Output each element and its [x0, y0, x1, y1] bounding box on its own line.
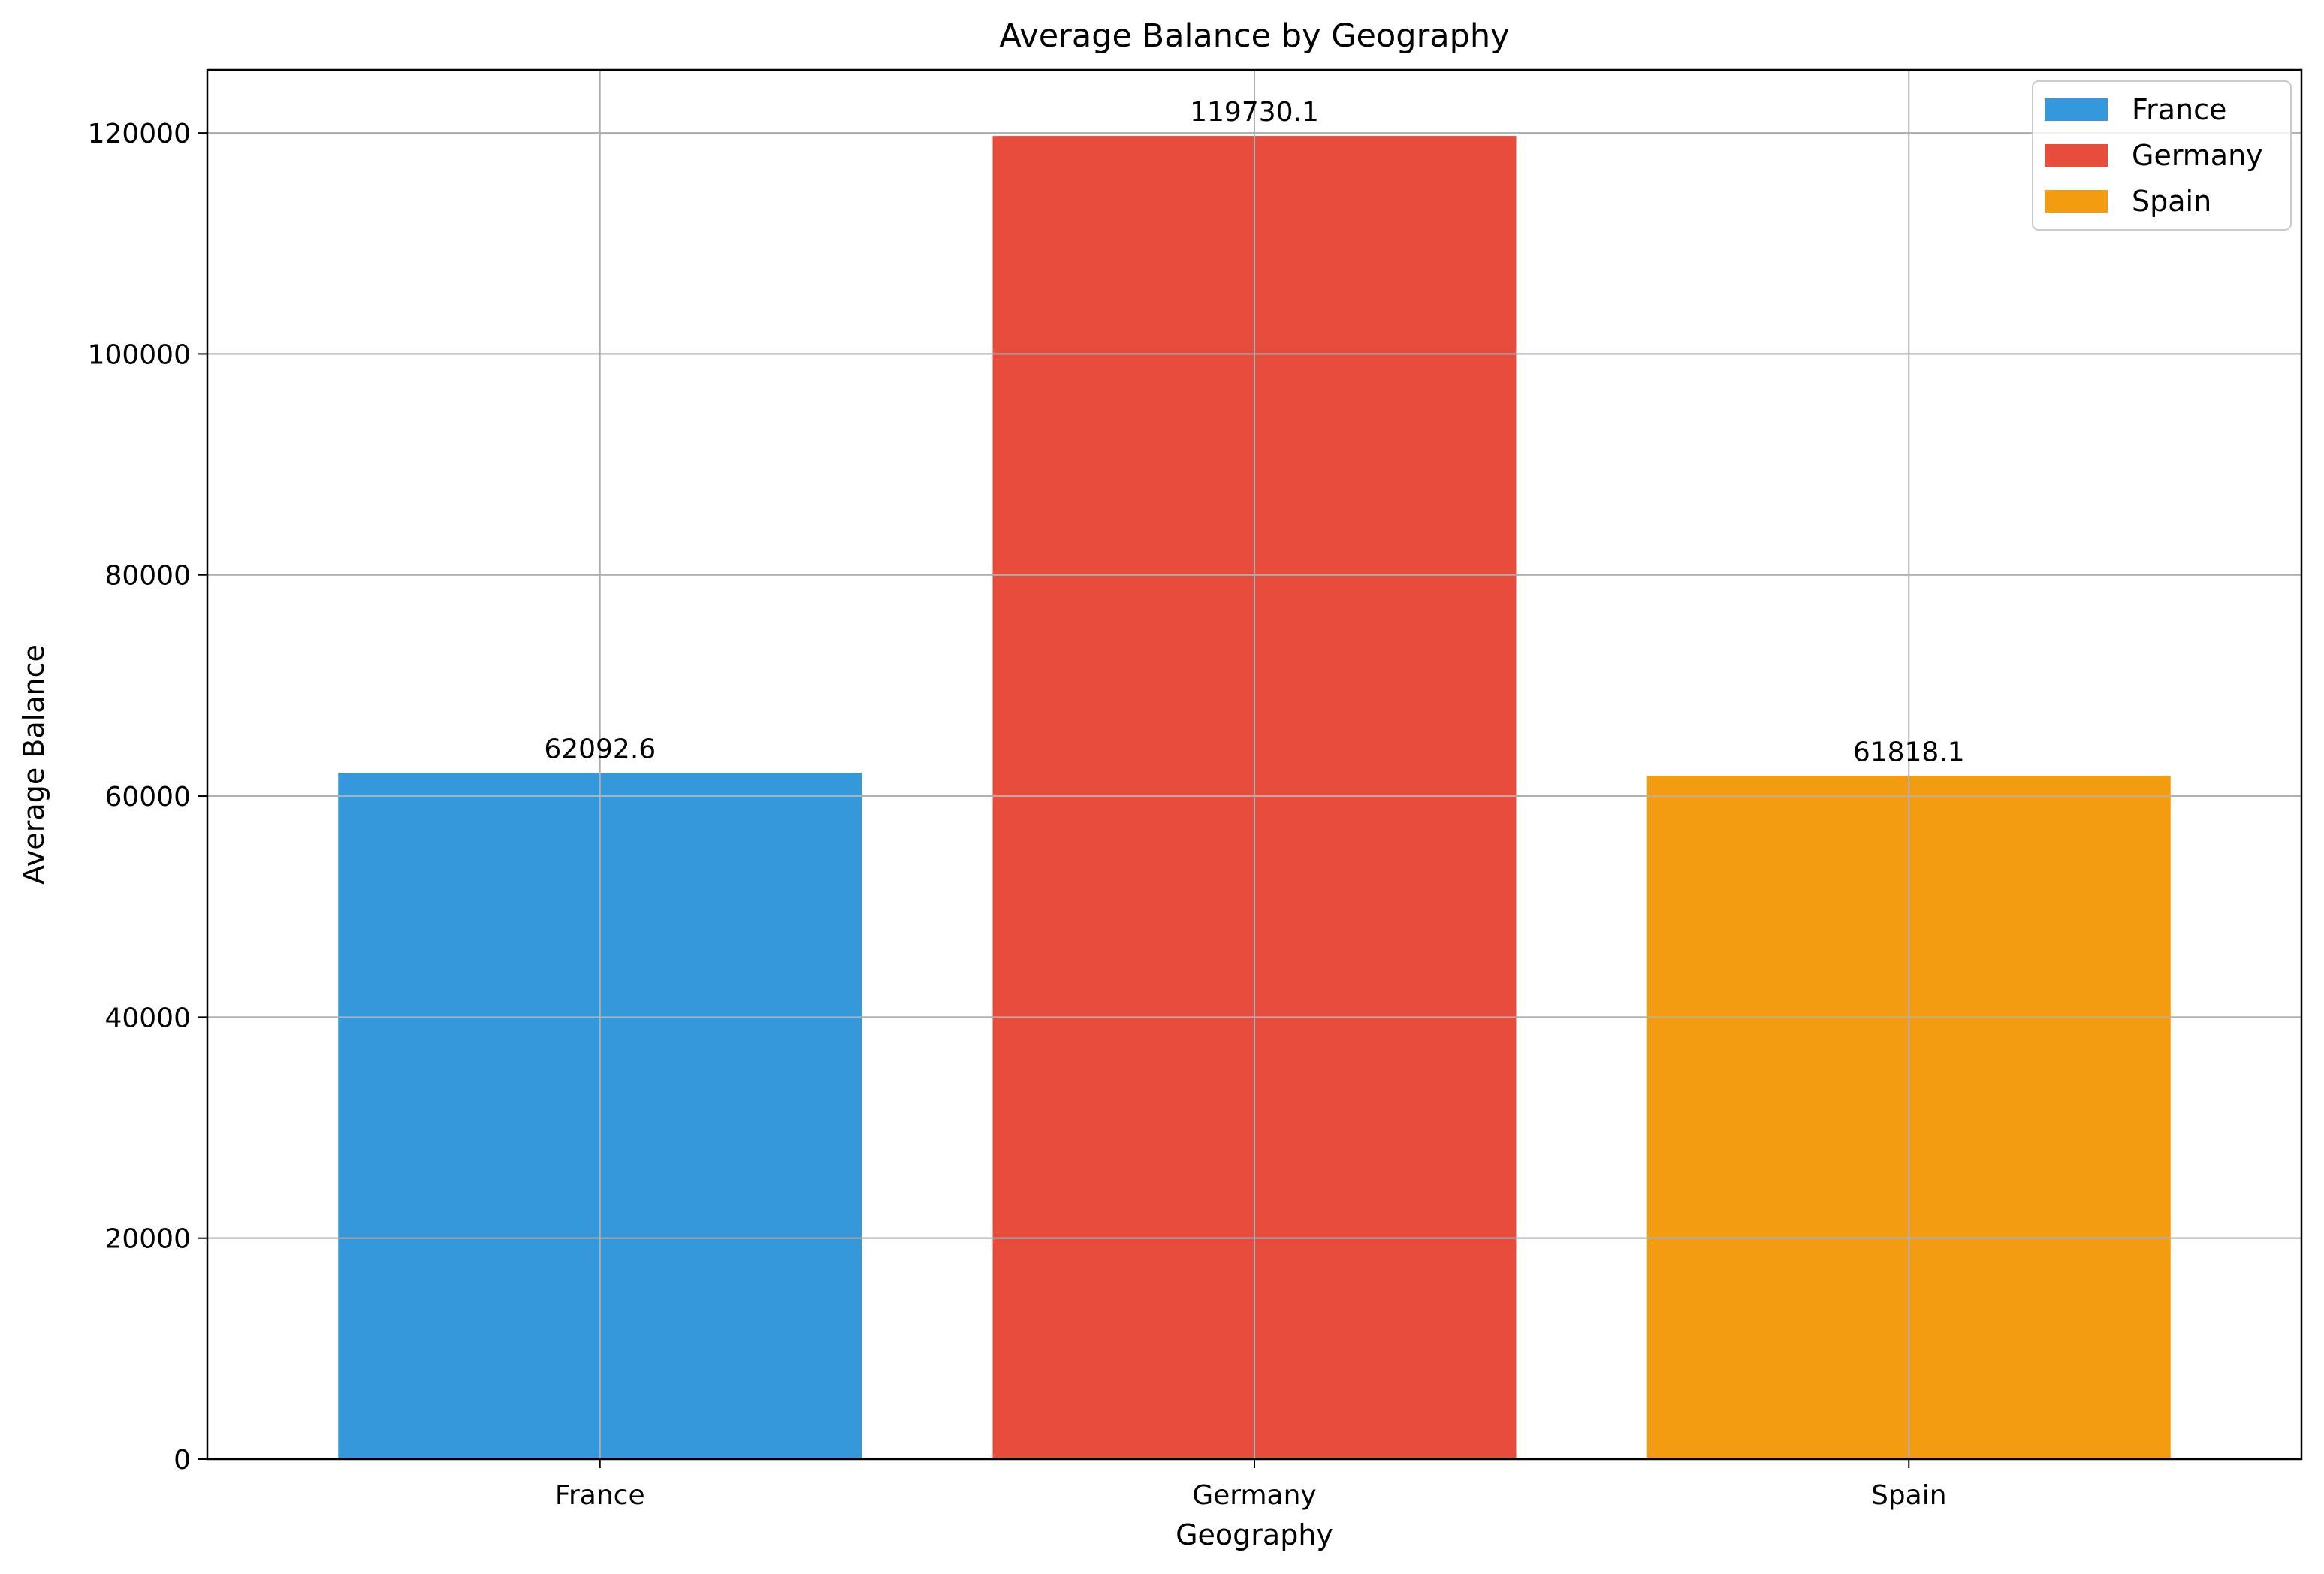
data-labels: 62092.6 119730.1 61818.1	[544, 97, 1964, 767]
x-tick-label: France	[555, 1480, 645, 1511]
y-tick-label: 40000	[104, 1003, 191, 1033]
x-axis-label: Geography	[1176, 1518, 1333, 1551]
data-label: 119730.1	[1190, 97, 1319, 128]
data-label: 62092.6	[544, 734, 656, 764]
y-tick-label: 120000	[88, 119, 191, 149]
y-axis-ticks: 0 20000 40000 60000 80000 100000 120000	[88, 119, 207, 1476]
chart-title: Average Balance by Geography	[999, 17, 1509, 55]
y-tick-label: 0	[174, 1445, 191, 1476]
legend: France Germany Spain	[2032, 80, 2292, 231]
y-tick-label: 20000	[104, 1224, 191, 1255]
x-tick-label: Germany	[1192, 1480, 1316, 1511]
legend-swatch-france	[2045, 98, 2108, 121]
x-axis-ticks: France Germany Spain	[555, 1459, 1947, 1511]
legend-label: France	[2132, 93, 2226, 126]
legend-swatch-germany	[2045, 144, 2108, 167]
data-label: 61818.1	[1853, 737, 1965, 767]
x-tick-label: Spain	[1871, 1480, 1947, 1511]
y-tick-label: 80000	[104, 561, 191, 592]
y-tick-label: 100000	[88, 339, 191, 370]
legend-label: Spain	[2132, 185, 2211, 218]
legend-label: Germany	[2132, 139, 2263, 172]
y-tick-label: 60000	[104, 782, 191, 813]
y-axis-label: Average Balance	[17, 644, 50, 885]
legend-swatch-spain	[2045, 190, 2108, 213]
